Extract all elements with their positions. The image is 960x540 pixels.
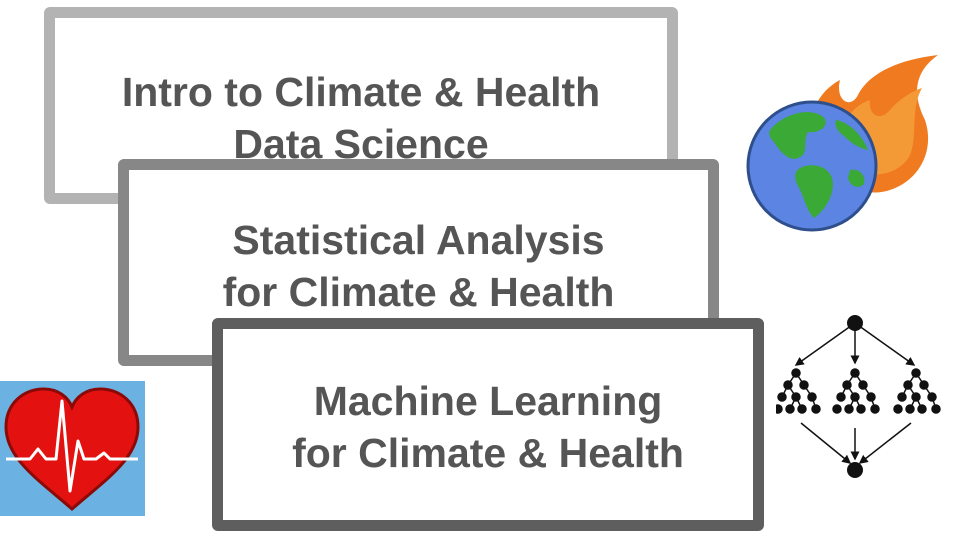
course-title-line1: Statistical Analysis xyxy=(232,216,605,263)
course-card-machine-learning: Machine Learning for Climate & Health xyxy=(212,318,764,531)
course-title-line2: for Climate & Health xyxy=(222,268,615,315)
course-title-line2: for Climate & Health xyxy=(292,429,684,476)
heart-pulse-icon xyxy=(0,381,145,516)
course-title-line1: Machine Learning xyxy=(313,377,663,424)
globe-on-fire-icon xyxy=(746,55,938,232)
ensemble-decision-tree-icon xyxy=(776,315,941,478)
earth-icon xyxy=(746,100,878,232)
course-title-line1: Intro to Climate & Health xyxy=(121,69,601,115)
